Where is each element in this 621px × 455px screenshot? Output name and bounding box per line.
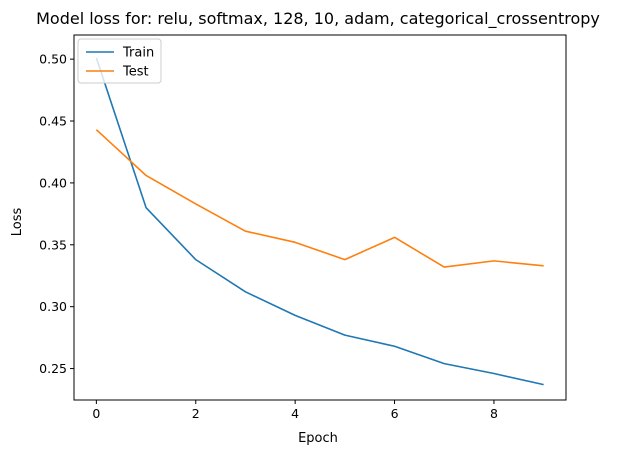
x-tick-label: 8 <box>490 406 498 421</box>
y-tick-label: 0.45 <box>39 114 67 129</box>
x-tick-label: 6 <box>391 406 399 421</box>
x-tick-label: 4 <box>291 406 299 421</box>
y-tick-label: 0.25 <box>39 361 67 376</box>
series-line-test <box>95 129 544 268</box>
series-line-train <box>95 57 544 386</box>
x-axis-label: Epoch <box>298 431 338 446</box>
plot-frame <box>73 34 567 401</box>
y-tick-label: 0.50 <box>39 52 67 67</box>
legend: Train Test <box>77 38 162 84</box>
legend-label-train: Train <box>122 46 154 61</box>
x-tick-label: 0 <box>92 406 100 421</box>
legend-box <box>77 38 162 84</box>
x-tick-label: 2 <box>192 406 200 421</box>
chart-title: Model loss for: relu, softmax, 128, 10, … <box>36 9 600 29</box>
y-tick-label: 0.30 <box>39 299 67 314</box>
legend-label-test: Test <box>122 65 149 80</box>
axis-ticks: 0 2 4 6 8 0.25 0.30 0.35 0.40 0.45 0.50 <box>39 52 498 421</box>
y-tick-label: 0.40 <box>39 175 67 190</box>
plot-area <box>95 57 544 386</box>
y-axis-label: Loss <box>10 208 25 237</box>
y-tick-label: 0.35 <box>39 237 67 252</box>
